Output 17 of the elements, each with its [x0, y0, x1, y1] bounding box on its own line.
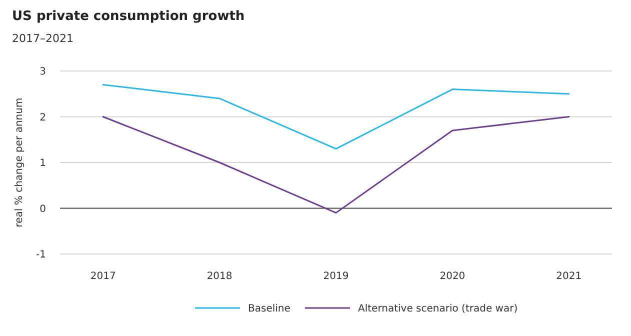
y-tick-label: 3: [40, 66, 46, 78]
line-series: [102, 116, 570, 214]
x-tick-label: 2018: [206, 271, 232, 282]
y-tick-label: 1: [40, 158, 46, 169]
y-tick-label: -1: [36, 250, 46, 260]
y-axis-title: real % change per annum: [14, 98, 25, 228]
x-tick-label: 2019: [323, 271, 349, 282]
y-tick-label: 2: [40, 112, 46, 124]
y-tick-label: 0: [40, 204, 46, 215]
legend-label: Alternative scenario (trade war): [358, 304, 518, 314]
x-tick-label: 2020: [440, 271, 466, 282]
legend-label: Baseline: [248, 304, 290, 314]
line-series: [102, 84, 570, 150]
chart-subtitle: 2017–2021: [12, 32, 74, 45]
x-tick-label: 2017: [90, 271, 116, 282]
x-tick-label: 2021: [556, 271, 582, 282]
chart-title: US private consumption growth: [12, 9, 245, 24]
